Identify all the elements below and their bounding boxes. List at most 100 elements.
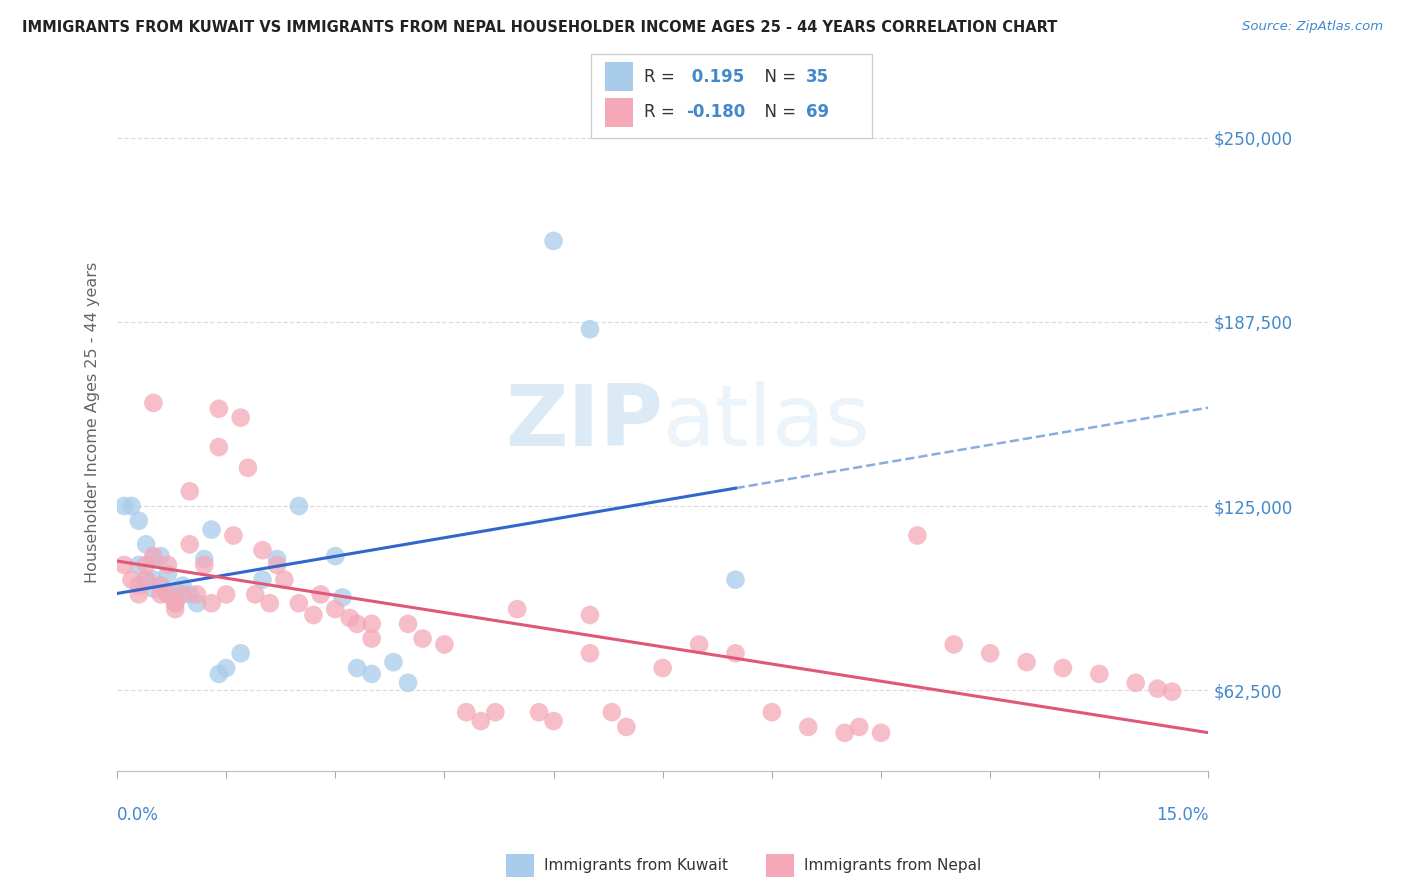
Point <box>484 705 506 719</box>
Point <box>236 460 259 475</box>
Point <box>724 573 747 587</box>
Point <box>165 602 187 616</box>
Point <box>149 578 172 592</box>
Point <box>346 616 368 631</box>
Point <box>527 705 550 719</box>
Point <box>112 558 135 572</box>
Point <box>208 440 231 454</box>
Point <box>323 602 346 616</box>
Point <box>579 322 602 336</box>
Point <box>222 528 245 542</box>
Point <box>121 573 143 587</box>
Point <box>156 558 179 572</box>
Text: R =: R = <box>644 68 681 86</box>
Point <box>942 637 965 651</box>
Y-axis label: Householder Income Ages 25 - 44 years: Householder Income Ages 25 - 44 years <box>86 261 100 582</box>
Point <box>382 655 405 669</box>
Point <box>208 401 231 416</box>
Point <box>1015 655 1038 669</box>
Point <box>128 514 150 528</box>
Point <box>346 661 368 675</box>
Point <box>360 632 382 646</box>
Point <box>165 596 187 610</box>
Text: ZIP: ZIP <box>505 381 662 464</box>
Point <box>323 549 346 563</box>
Text: Immigrants from Nepal: Immigrants from Nepal <box>804 858 981 872</box>
Point <box>215 587 238 601</box>
Point <box>797 720 820 734</box>
Text: Immigrants from Kuwait: Immigrants from Kuwait <box>544 858 728 872</box>
Point <box>172 587 194 601</box>
Point <box>543 234 565 248</box>
Point <box>724 646 747 660</box>
Text: 69: 69 <box>806 103 828 121</box>
Point <box>252 543 274 558</box>
Point <box>456 705 478 719</box>
Point <box>142 573 165 587</box>
Point <box>1161 684 1184 698</box>
Point <box>433 637 456 651</box>
Point <box>870 726 893 740</box>
Text: N =: N = <box>754 103 801 121</box>
Point <box>848 720 870 734</box>
Point <box>179 587 201 601</box>
Point <box>135 537 157 551</box>
Point <box>135 573 157 587</box>
Point <box>302 607 325 622</box>
Point <box>156 566 179 581</box>
Point <box>208 667 231 681</box>
Point <box>288 596 311 610</box>
Point <box>1125 675 1147 690</box>
Point <box>165 596 187 610</box>
Text: 0.0%: 0.0% <box>117 806 159 824</box>
Point <box>259 596 281 610</box>
Point <box>360 616 382 631</box>
Point <box>1146 681 1168 696</box>
Point <box>179 537 201 551</box>
Point <box>172 578 194 592</box>
Point <box>360 667 382 681</box>
Point <box>1052 661 1074 675</box>
Point <box>156 587 179 601</box>
Point <box>142 549 165 563</box>
Point <box>339 611 361 625</box>
Point <box>614 720 637 734</box>
Point <box>229 410 252 425</box>
Point <box>149 578 172 592</box>
Point <box>688 637 710 651</box>
Point <box>149 587 172 601</box>
Point <box>186 587 208 601</box>
Point <box>128 578 150 592</box>
Point <box>186 596 208 610</box>
Point <box>309 587 332 601</box>
Point <box>229 646 252 660</box>
Point <box>179 484 201 499</box>
Point <box>165 584 187 599</box>
Point <box>193 558 215 572</box>
Point <box>135 558 157 572</box>
Point <box>396 675 419 690</box>
Point <box>579 607 602 622</box>
Point <box>252 573 274 587</box>
Point <box>651 661 673 675</box>
Point <box>128 587 150 601</box>
Text: atlas: atlas <box>662 381 870 464</box>
Point <box>266 552 288 566</box>
Point <box>121 499 143 513</box>
Point <box>266 558 288 572</box>
Text: R =: R = <box>644 103 681 121</box>
Point <box>142 552 165 566</box>
Point <box>135 573 157 587</box>
Point <box>149 549 172 563</box>
Point <box>1088 667 1111 681</box>
Point <box>332 591 354 605</box>
Point <box>142 396 165 410</box>
Point <box>128 558 150 572</box>
Point <box>245 587 267 601</box>
Point <box>979 646 1001 660</box>
Point <box>200 523 222 537</box>
Point <box>288 499 311 513</box>
Point <box>193 552 215 566</box>
Text: Source: ZipAtlas.com: Source: ZipAtlas.com <box>1243 20 1384 33</box>
Text: IMMIGRANTS FROM KUWAIT VS IMMIGRANTS FROM NEPAL HOUSEHOLDER INCOME AGES 25 - 44 : IMMIGRANTS FROM KUWAIT VS IMMIGRANTS FRO… <box>22 20 1057 35</box>
